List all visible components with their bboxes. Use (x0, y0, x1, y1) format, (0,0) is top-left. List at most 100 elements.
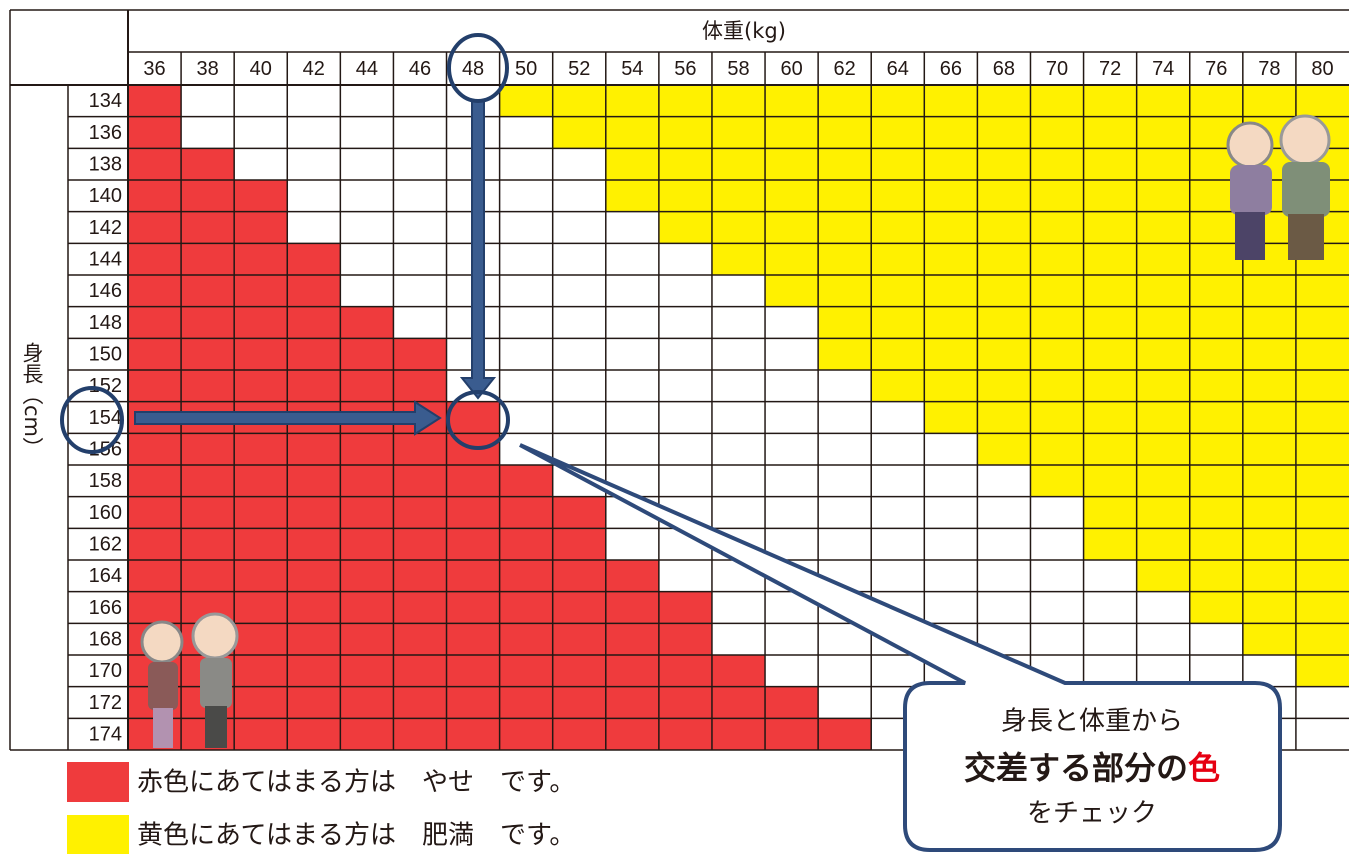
cell (871, 465, 925, 497)
cell (446, 718, 500, 750)
cell (871, 433, 925, 465)
cell (977, 433, 1031, 465)
cell (871, 528, 925, 560)
cell (711, 275, 766, 307)
cell (605, 401, 659, 434)
cell (1136, 560, 1190, 592)
cell (1083, 370, 1137, 402)
cell (1295, 306, 1349, 339)
cell (711, 496, 766, 529)
callout-line: 交差する部分の色 (964, 749, 1220, 787)
cell (1136, 338, 1190, 370)
cell (1083, 180, 1137, 212)
cell (287, 211, 341, 244)
cell (393, 370, 447, 402)
cell (765, 116, 819, 149)
cell (765, 370, 819, 402)
cell (1295, 560, 1349, 592)
cell (340, 655, 394, 687)
cell (924, 465, 978, 497)
legend-swatch (67, 815, 129, 854)
cell (1030, 496, 1084, 529)
cell (287, 560, 341, 592)
cell (1030, 528, 1084, 560)
cell (1242, 528, 1296, 560)
cell (1030, 560, 1084, 592)
cell (499, 465, 553, 497)
cell (393, 148, 447, 180)
cell (128, 496, 182, 529)
cell (818, 148, 872, 180)
cell (658, 465, 712, 497)
cell (340, 338, 394, 370)
cell (340, 528, 394, 560)
cell (818, 275, 872, 307)
cell (711, 718, 766, 750)
cell (711, 116, 766, 149)
cell (977, 243, 1031, 275)
cell (181, 85, 235, 117)
cell (287, 85, 341, 117)
cell (818, 686, 872, 719)
cell (552, 496, 606, 529)
cell (977, 465, 1031, 497)
cell (446, 623, 500, 655)
weight-tick-label: 46 (409, 58, 431, 80)
cell (1030, 623, 1084, 655)
cell (1242, 370, 1296, 402)
callout-line: 身長と体重から (1001, 707, 1183, 737)
cell (181, 370, 235, 402)
cell (446, 401, 500, 434)
cell (1189, 243, 1243, 275)
cell (658, 85, 712, 117)
cell (393, 686, 447, 719)
cell (181, 180, 235, 212)
cell (181, 275, 235, 307)
cell (977, 116, 1031, 149)
cell (181, 338, 235, 370)
cell (1030, 465, 1084, 497)
cell (1295, 465, 1349, 497)
cell (977, 560, 1031, 592)
cell (924, 591, 978, 624)
cell (871, 496, 925, 529)
cell (234, 718, 288, 750)
cell (128, 85, 182, 117)
cell (234, 180, 288, 212)
cell (1136, 306, 1190, 339)
cell (605, 370, 659, 402)
cell (658, 591, 712, 624)
cell (1242, 560, 1296, 592)
cell (1189, 528, 1243, 560)
height-tick-label: 168 (89, 628, 122, 650)
cell (765, 433, 819, 465)
cell (765, 306, 819, 339)
weight-tick-label: 78 (1258, 58, 1280, 80)
cell (871, 370, 925, 402)
cell (128, 433, 182, 465)
cell (818, 528, 872, 560)
cell (181, 433, 235, 465)
cell (1189, 211, 1243, 244)
cell (499, 623, 553, 655)
cell (1295, 275, 1349, 307)
weight-tick-label: 48 (462, 58, 484, 80)
cell (287, 496, 341, 529)
weight-tick-label: 40 (250, 58, 272, 80)
cell (658, 116, 712, 149)
cell (552, 560, 606, 592)
cell (711, 211, 766, 244)
cell (393, 85, 447, 117)
cell (977, 370, 1031, 402)
cell (552, 623, 606, 655)
cell (1295, 433, 1349, 465)
height-tick-label: 164 (89, 565, 122, 587)
cell (765, 85, 819, 117)
cell (1083, 591, 1137, 624)
cell (1136, 211, 1190, 244)
cell (1295, 686, 1349, 719)
cell (340, 116, 394, 149)
weight-tick-label: 80 (1311, 58, 1333, 80)
weight-tick-label: 56 (674, 58, 696, 80)
